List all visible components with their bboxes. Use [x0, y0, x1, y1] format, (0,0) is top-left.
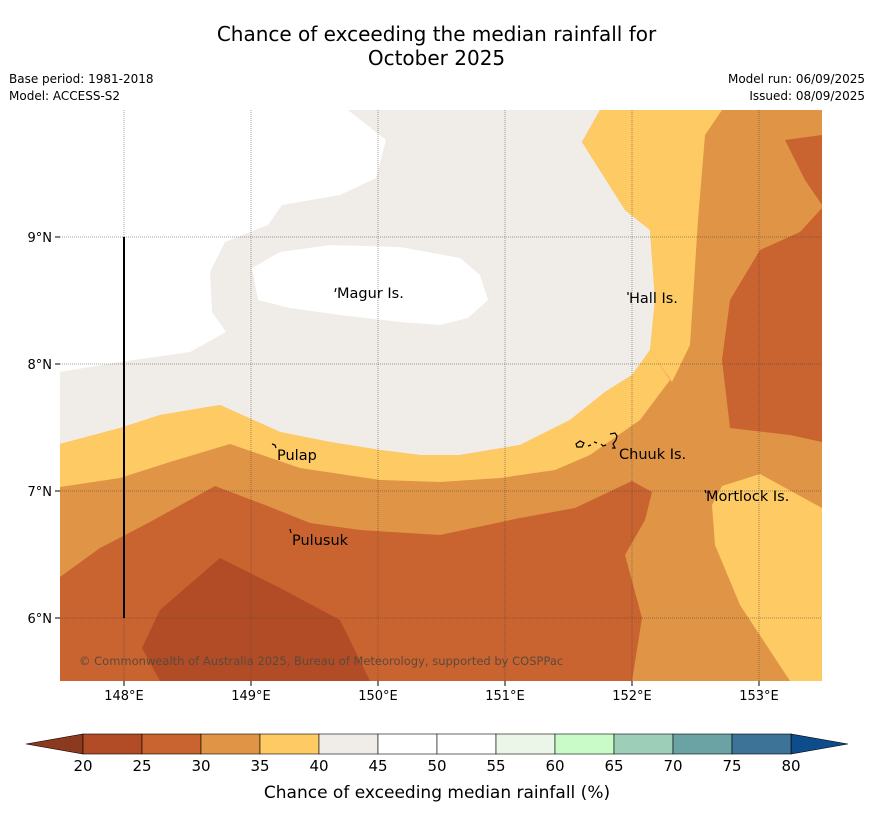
colorbar-label: Chance of exceeding median rainfall (%)	[264, 783, 610, 803]
colorbar-tick-label: 55	[486, 757, 505, 775]
meta-right: Model run: 06/09/2025 Issued: 08/09/2025	[728, 71, 865, 105]
zone-25-30-northeast	[785, 135, 822, 205]
model-name: Model: ACCESS-S2	[9, 89, 121, 103]
map-area	[60, 110, 822, 681]
zone-35-40-southeast	[712, 474, 822, 681]
zone-25-30-east	[722, 208, 822, 442]
copyright-notice: © Commonwealth of Australia 2025, Bureau…	[79, 654, 563, 668]
zone-35-40-northeast	[582, 110, 722, 382]
lat-label-9n: 9°N	[28, 231, 53, 246]
chuuk-islands-icon	[575, 432, 618, 449]
gridlines	[60, 110, 822, 681]
lon-label-148e: 148°E	[104, 689, 144, 704]
pulap-island-icon	[271, 443, 277, 449]
colorbar-tick-label: 25	[132, 757, 151, 775]
meta-left: Base period: 1981-2018 Model: ACCESS-S2	[9, 71, 154, 105]
colorbar: 20 25 30 35 40 45 50 55 60 65 70 75 80	[25, 733, 849, 775]
pulusuk-island-icon	[289, 528, 292, 534]
lat-label-7n: 7°N	[28, 485, 53, 500]
colorbar-tick-label: 70	[663, 757, 682, 775]
colorbar-tick-label: 65	[604, 757, 623, 775]
title-line-2: October 2025	[367, 46, 506, 70]
colorbar-swatch	[318, 733, 379, 755]
lat-label-8n: 8°N	[28, 358, 53, 373]
colorbar-swatch	[82, 733, 143, 755]
colorbar-over-arrow	[790, 733, 849, 755]
zone-white-magur	[252, 245, 488, 325]
colorbar-swatch	[377, 733, 438, 755]
colorbar-under-arrow	[25, 733, 84, 755]
map-title: Chance of exceeding the median rainfall …	[0, 22, 873, 70]
lon-label-150e: 150°E	[358, 689, 398, 704]
colorbar-tick-label: 75	[722, 757, 741, 775]
magur-island-icon	[334, 287, 337, 293]
colorbar-swatch	[672, 733, 733, 755]
lon-label-151e: 151°E	[485, 689, 525, 704]
place-magur: Magur Is.	[337, 286, 404, 302]
title-line-1: Chance of exceeding the median rainfall …	[216, 22, 657, 46]
colorbar-tick-label: 20	[73, 757, 92, 775]
place-pulusuk: Pulusuk	[292, 533, 349, 549]
colorbar-swatch	[554, 733, 615, 755]
colorbar-swatch	[613, 733, 674, 755]
colorbar-tick-label: 80	[781, 757, 800, 775]
lat-label-6n: 6°N	[28, 612, 53, 627]
colorbar-swatch	[200, 733, 261, 755]
base-period: Base period: 1981-2018	[9, 72, 154, 86]
colorbar-swatch	[731, 733, 792, 755]
colorbar-swatch	[259, 733, 320, 755]
place-mortlock: Mortlock Is.	[706, 489, 789, 505]
issued-date: Issued: 08/09/2025	[749, 89, 865, 103]
colorbar-swatch	[495, 733, 556, 755]
lon-label-149e: 149°E	[231, 689, 271, 704]
colorbar-tick-label: 45	[368, 757, 387, 775]
zone-20-25-south	[142, 558, 370, 681]
colorbar-tick-label: 40	[309, 757, 328, 775]
colorbar-tick-label: 60	[545, 757, 564, 775]
place-pulap: Pulap	[277, 448, 317, 464]
colorbar-tick-label: 35	[250, 757, 269, 775]
place-hall: Hall Is.	[629, 291, 678, 307]
place-chuuk: Chuuk Is.	[619, 447, 686, 463]
lon-label-153e: 153°E	[739, 689, 779, 704]
island-markers	[271, 287, 707, 534]
model-run: Model run: 06/09/2025	[727, 72, 865, 86]
colorbar-swatch	[141, 733, 202, 755]
colorbar-swatch	[436, 733, 497, 755]
lon-label-152e: 152°E	[612, 689, 652, 704]
colorbar-tick-label: 50	[427, 757, 446, 775]
zone-white-northeast	[60, 110, 386, 372]
mortlock-island-icon	[704, 489, 707, 494]
zone-35-40-bottom	[60, 350, 670, 487]
colorbar-tick-label: 30	[191, 757, 210, 775]
